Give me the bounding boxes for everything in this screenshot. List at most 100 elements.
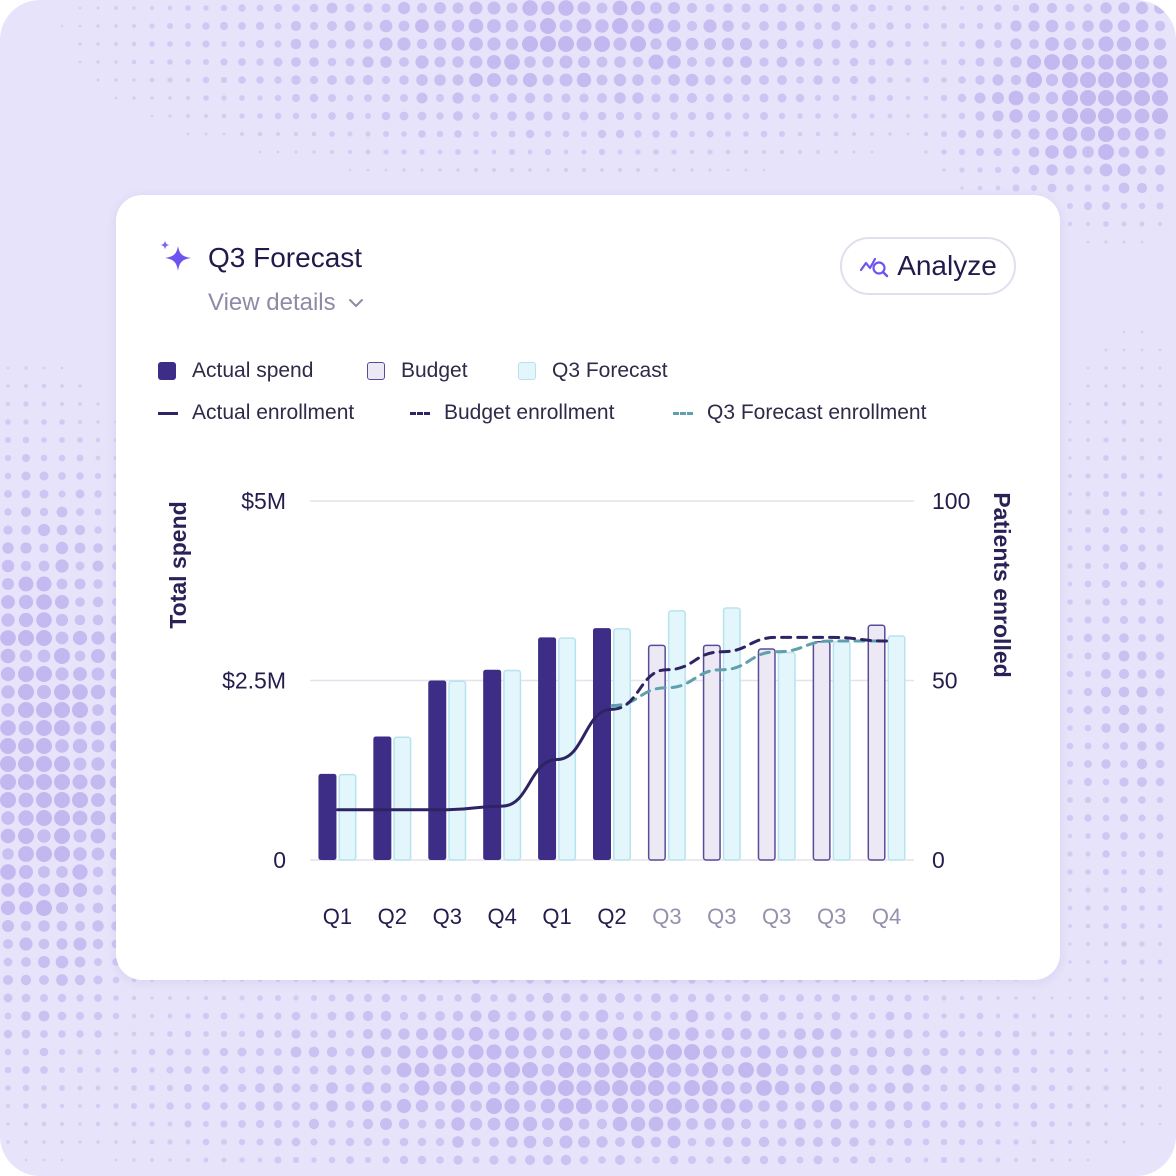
background-dot [831,1011,841,1021]
background-dot [740,1010,752,1022]
background-dot [576,1062,592,1078]
background-dot [723,1011,733,1021]
background-dot [328,1120,336,1128]
background-dot [1118,650,1130,662]
background-dot [1085,491,1091,497]
bar-q3-forecast [887,635,906,861]
background-dot [544,130,552,138]
background-dot [362,74,374,86]
background-dot [1121,419,1127,425]
background-dot [867,1083,877,1093]
background-dot [994,166,1002,174]
bar-q3-forecast [503,669,522,861]
background-dot [238,1066,246,1074]
background-dot [738,1062,754,1078]
background-dot [613,73,627,87]
background-dot [831,1137,841,1147]
background-dot [91,739,105,753]
background-dot [1119,615,1129,625]
background-dot [149,1031,155,1037]
background-dot [293,995,299,1001]
background-dot [468,1062,484,1078]
background-dot [454,994,462,1002]
background-dot [469,1081,483,1095]
background-dot [1031,1085,1037,1091]
background-dot [1157,437,1163,443]
background-dot [632,56,644,68]
background-dot [257,95,263,101]
left-tick-label: 0 [273,847,286,873]
background-dot [396,1098,412,1114]
background-dot [256,1048,264,1056]
background-dot [1122,1014,1126,1018]
background-dot [469,1,483,15]
background-dot [648,1098,664,1114]
background-dot [1012,184,1020,192]
background-dot [1120,796,1128,804]
background-dot [1135,127,1149,141]
background-dot [1139,455,1145,461]
background-dot [113,1103,119,1109]
background-dot [540,1080,556,1096]
background-dot [648,54,664,70]
background-dot [813,75,823,85]
analyze-button[interactable]: Analyze [840,237,1016,295]
background-dot [451,19,465,33]
background-dot [1101,759,1111,769]
background-dot [868,22,876,30]
background-dot [923,95,929,101]
background-dot [380,1010,392,1022]
background-dot [131,1013,137,1019]
background-dot [290,1046,302,1058]
background-dot [345,1083,355,1093]
background-dot [1138,544,1146,552]
background-dot [684,1098,700,1114]
background-dot [1120,508,1128,516]
background-dot [1121,455,1127,461]
background-dot [508,130,516,138]
background-dot [114,1140,118,1144]
background-dot [293,131,299,137]
background-dot [166,1048,174,1056]
background-dot [36,846,52,862]
background-dot [685,1063,699,1077]
background-dot [942,168,946,172]
background-dot [579,1011,589,1021]
background-dot [114,1158,118,1162]
background-dot [831,993,841,1003]
background-dot [76,454,84,462]
background-dot [75,903,85,913]
background-dot [850,1156,858,1164]
background-dot [630,36,646,52]
background-dot [542,992,554,1004]
background-dot [1102,580,1110,588]
background-dot [167,1139,173,1145]
background-dot [759,3,769,13]
background-dot [1139,923,1145,929]
background-dot [686,20,698,32]
background-dot [1067,1121,1073,1127]
background-dot [2,542,14,554]
background-dot [1139,491,1145,497]
background-dot [55,631,69,645]
background-dot [1010,38,1022,50]
background-dot [311,131,317,137]
background-dot [41,437,47,443]
background-dot [870,150,874,154]
background-dot [866,1046,878,1058]
background-dot [650,38,662,50]
background-dot [77,1049,83,1055]
view-details-toggle[interactable]: View details [208,289,364,317]
background-dot [976,1012,984,1020]
background-dot [0,792,16,808]
background-dot [600,168,604,172]
background-dot [399,57,409,67]
background-dot [720,1098,736,1114]
background-dot [1,595,15,609]
background-dot [849,57,859,67]
background-dot [24,1158,28,1162]
background-dot [721,1117,735,1131]
background-dot [150,96,154,100]
background-dot [1120,598,1128,606]
